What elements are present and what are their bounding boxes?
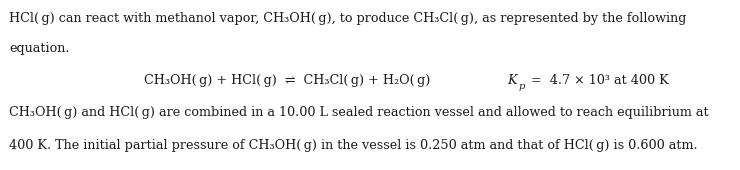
Text: HCl( g) can react with methanol vapor, CH₃OH( g), to produce CH₃Cl( g), as repre: HCl( g) can react with methanol vapor, C… bbox=[9, 12, 686, 25]
Text: CH₃OH( g) + HCl( g)  ⇌  CH₃Cl( g) + H₂O( g): CH₃OH( g) + HCl( g) ⇌ CH₃Cl( g) + H₂O( g… bbox=[144, 74, 431, 87]
Text: 400 K. The initial partial pressure of CH₃OH( g) in the vessel is 0.250 atm and : 400 K. The initial partial pressure of C… bbox=[9, 139, 698, 151]
Text: p: p bbox=[518, 82, 525, 91]
Text: CH₃OH( g) and HCl( g) are combined in a 10.00 L sealed reaction vessel and allow: CH₃OH( g) and HCl( g) are combined in a … bbox=[9, 106, 708, 119]
Text: K: K bbox=[507, 74, 517, 87]
Text: equation.: equation. bbox=[9, 42, 70, 55]
Text: =  4.7 × 10³ at 400 K: = 4.7 × 10³ at 400 K bbox=[527, 74, 669, 87]
